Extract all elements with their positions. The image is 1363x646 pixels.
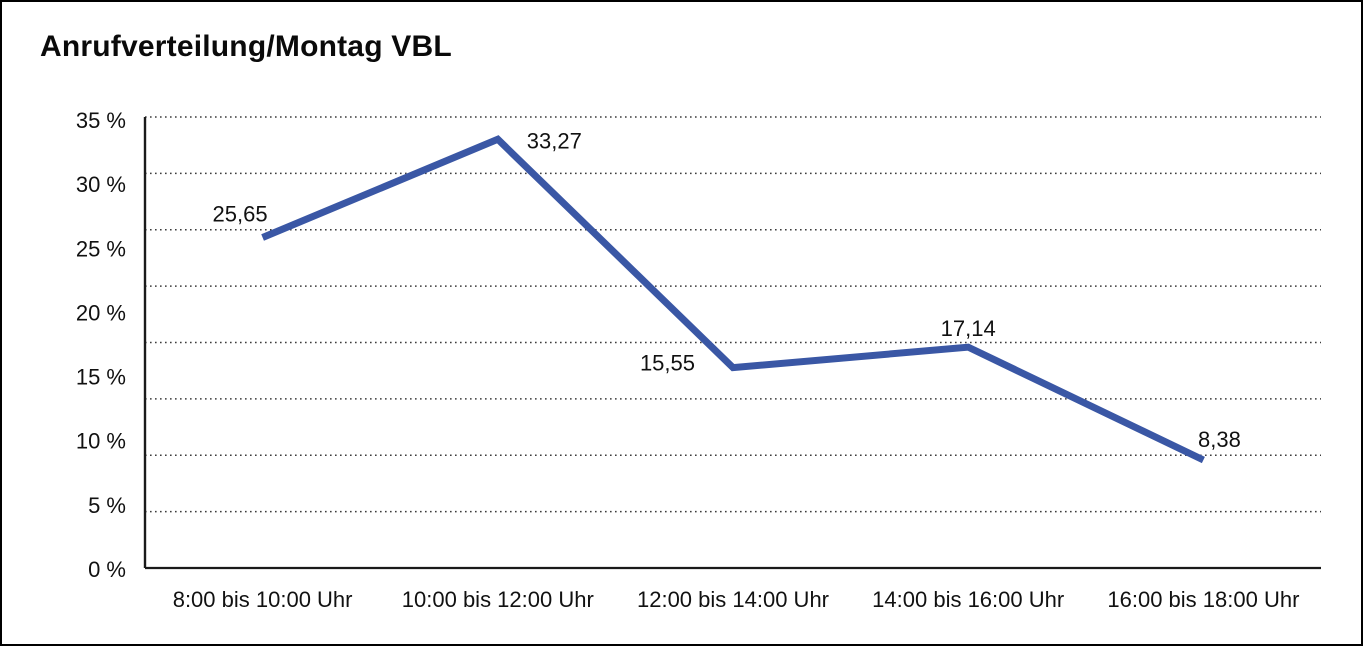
x-tick-label: 8:00 bis 10:00 Uhr	[173, 587, 353, 612]
data-point-label: 33,27	[527, 128, 582, 153]
x-tick-label: 10:00 bis 12:00 Uhr	[402, 587, 594, 612]
data-point-label: 17,14	[941, 316, 996, 341]
data-point-label: 8,38	[1198, 427, 1241, 452]
y-tick-label: 0 %	[88, 557, 126, 582]
data-point-label: 15,55	[640, 351, 695, 376]
y-tick-label: 15 %	[76, 365, 126, 390]
x-tick-label: 16:00 bis 18:00 Uhr	[1107, 587, 1299, 612]
chart-title: Anrufverteilung/Montag VBL	[40, 30, 452, 63]
data-series-line	[261, 135, 1205, 464]
x-tick-label: 14:00 bis 16:00 Uhr	[872, 587, 1064, 612]
y-tick-label: 20 %	[76, 300, 126, 325]
x-tick-label: 12:00 bis 14:00 Uhr	[637, 587, 829, 612]
y-tick-label: 35 %	[76, 108, 126, 133]
y-tick-label: 30 %	[76, 172, 126, 197]
y-tick-label: 5 %	[88, 493, 126, 518]
y-tick-label: 10 %	[76, 429, 126, 454]
y-tick-label: 25 %	[76, 236, 126, 261]
data-point-label: 25,65	[213, 201, 268, 226]
